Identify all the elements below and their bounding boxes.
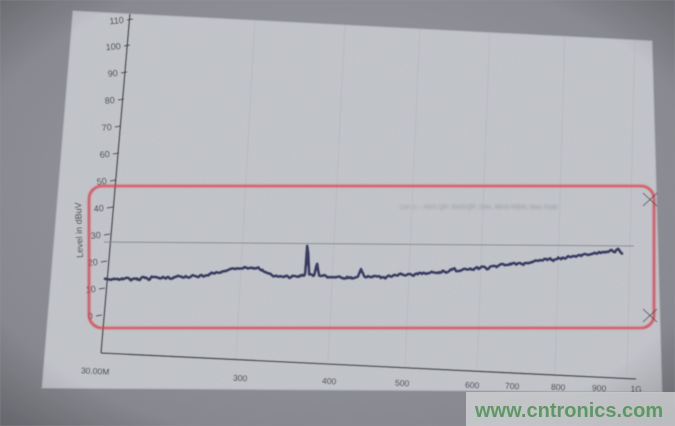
svg-text:www.cntronics.com: www.cntronics.com: [474, 400, 663, 422]
